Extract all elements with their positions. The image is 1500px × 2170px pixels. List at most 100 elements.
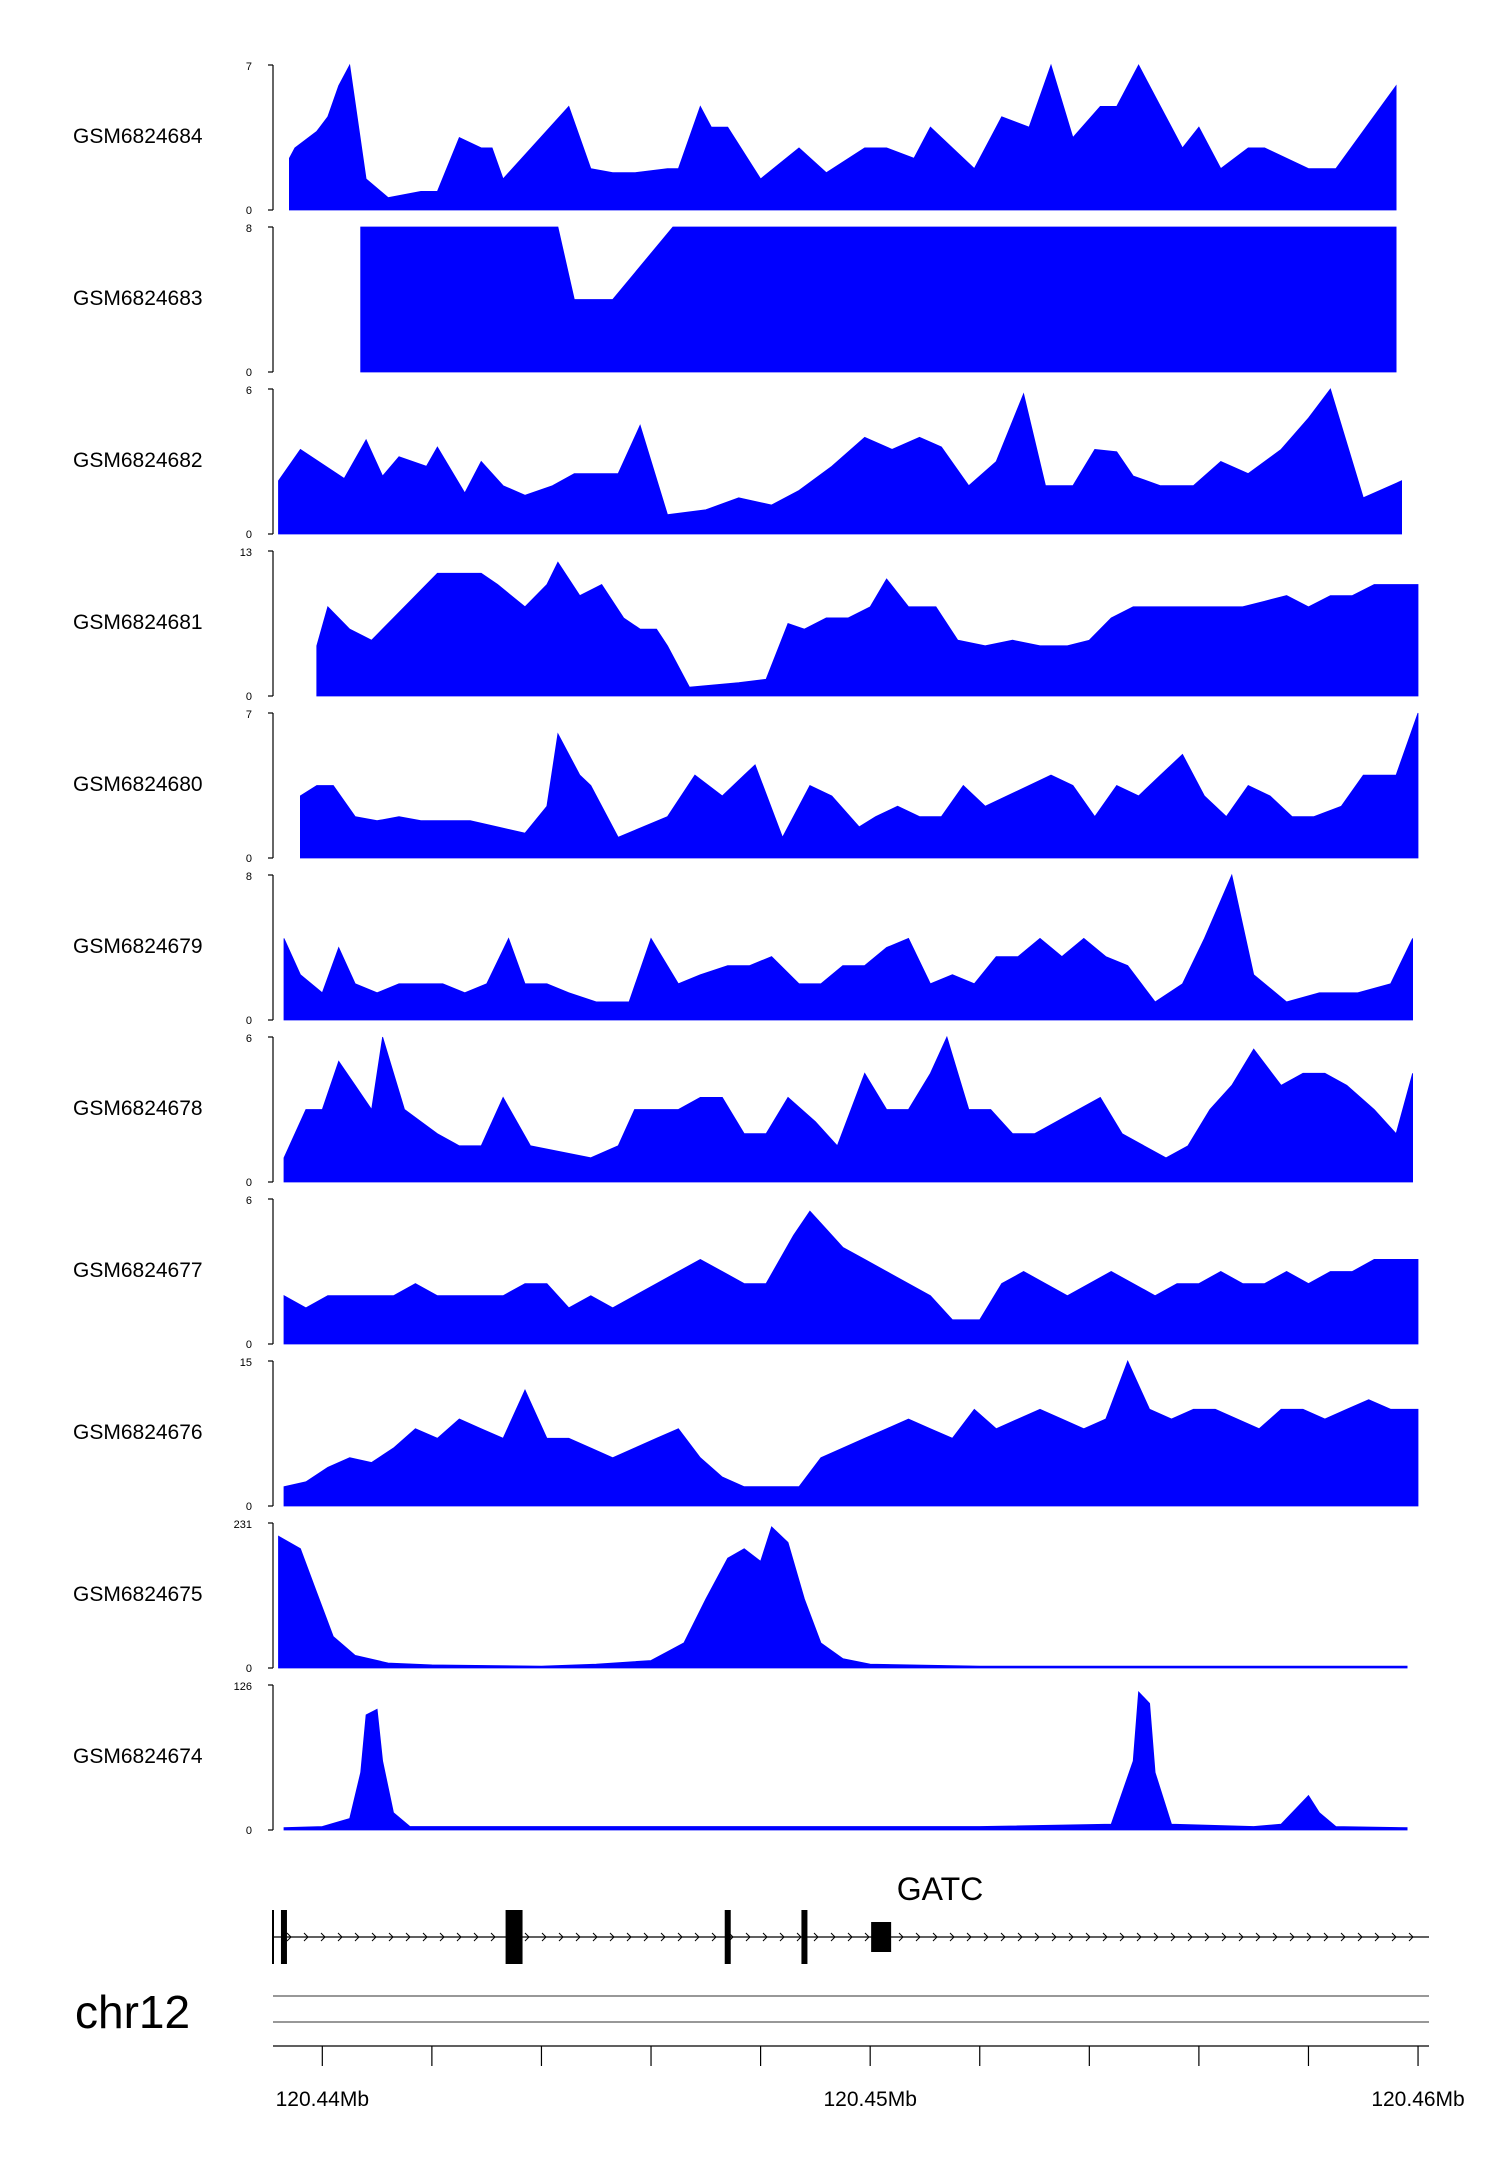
y-min-label: 0 [246,1663,252,1675]
strand-arrow [864,1932,870,1942]
strand-arrow [1255,1932,1261,1942]
gene-structure [272,1910,1429,1964]
track-label: GSM6824680 [73,773,203,796]
coverage-area [283,1359,1419,1507]
coverage-area [283,1690,1408,1831]
track-GSM6824677: GSM6824677 6 0 [73,1195,1419,1351]
exon [724,1910,731,1964]
strand-arrow [898,1932,904,1942]
y-max-label: 7 [246,709,252,721]
strand-arrow [1221,1932,1227,1942]
strand-arrow [915,1932,921,1942]
strand-arrow [371,1932,377,1942]
strand-arrow [592,1932,598,1942]
strand-arrow [626,1932,632,1942]
strand-arrow [575,1932,581,1942]
y-min-label: 0 [246,853,252,865]
strand-arrow [354,1932,360,1942]
exon [272,1910,274,1964]
strand-arrow [439,1932,445,1942]
y-max-label: 8 [246,223,252,235]
strand-arrow [1238,1932,1244,1942]
coverage-area [300,712,1419,859]
strand-arrow [422,1932,428,1942]
strand-arrow [609,1932,615,1942]
strand-arrow [677,1932,683,1942]
strand-arrow [1306,1932,1312,1942]
y-min-label: 0 [246,529,252,541]
strand-arrow [660,1932,666,1942]
x-tick-label: 120.45Mb [823,2088,916,2111]
y-min-label: 0 [246,1177,252,1189]
x-tick-label: 120.46Mb [1371,2088,1464,2111]
strand-arrow [932,1932,938,1942]
strand-arrow [1119,1932,1125,1942]
track-GSM6824684: GSM6824684 7 0 [73,61,1397,217]
exon [871,1922,892,1952]
track-GSM6824683: GSM6824683 8 0 [73,223,1397,379]
coverage-area [283,1210,1419,1345]
track-GSM6824680: GSM6824680 7 0 [73,709,1419,865]
strand-arrow [388,1932,394,1942]
y-min-label: 0 [246,691,252,703]
strand-arrow [694,1932,700,1942]
strand-arrow [405,1932,411,1942]
chromosome-label: chr12 [75,1986,190,2038]
strand-arrow [1187,1932,1193,1942]
coverage-area [360,226,1397,373]
exon [505,1910,512,1964]
strand-arrow [643,1932,649,1942]
strand-arrow [779,1932,785,1942]
y-min-label: 0 [246,367,252,379]
track-label: GSM6824678 [73,1097,203,1120]
track-label: GSM6824682 [73,449,203,472]
y-max-label: 6 [246,1195,252,1207]
strand-arrow [966,1932,972,1942]
track-GSM6824681: GSM6824681 13 0 [73,547,1419,703]
x-tick-label: 120.44Mb [276,2088,369,2111]
coverage-area [278,388,1402,535]
strand-arrow [1153,1932,1159,1942]
track-GSM6824679: GSM6824679 8 0 [73,871,1413,1027]
strand-arrow [1323,1932,1329,1942]
strand-arrow [1085,1932,1091,1942]
strand-arrow [541,1932,547,1942]
strand-arrow [1357,1932,1363,1942]
strand-arrow [745,1932,751,1942]
y-max-label: 126 [234,1681,252,1693]
strand-arrow [1068,1932,1074,1942]
track-GSM6824676: GSM6824676 15 0 [73,1357,1419,1513]
y-max-label: 6 [246,385,252,397]
gene-label: GATC [897,1871,984,1907]
strand-arrow [1102,1932,1108,1942]
strand-arrow [949,1932,955,1942]
track-GSM6824678: GSM6824678 6 0 [73,1033,1413,1189]
y-max-label: 13 [240,547,252,559]
strand-arrow [1408,1932,1414,1942]
coverage-area [316,561,1419,697]
track-label: GSM6824679 [73,935,203,958]
strand-arrow [711,1932,717,1942]
strand-arrow [1051,1932,1057,1942]
track-label: GSM6824683 [73,287,203,310]
y-min-label: 0 [246,1015,252,1027]
track-label: GSM6824677 [73,1259,203,1282]
track-GSM6824682: GSM6824682 6 0 [73,385,1402,541]
exon [516,1910,523,1964]
coverage-area [278,1526,1408,1669]
strand-arrow [1170,1932,1176,1942]
strand-arrow [337,1932,343,1942]
track-GSM6824674: GSM6824674 126 0 [73,1681,1408,1837]
coverage-area [289,63,1397,211]
strand-arrow [1272,1932,1278,1942]
strand-arrow [1374,1932,1380,1942]
strand-arrow [1136,1932,1142,1942]
strand-arrow [1000,1932,1006,1942]
strand-arrow [1391,1932,1397,1942]
strand-arrow [847,1932,853,1942]
strand-arrow [558,1932,564,1942]
chromosome-axis: chr12 120.44Mb 120.45Mb 120.46Mb [75,1986,1465,2111]
y-min-label: 0 [246,1501,252,1513]
y-max-label: 8 [246,871,252,883]
